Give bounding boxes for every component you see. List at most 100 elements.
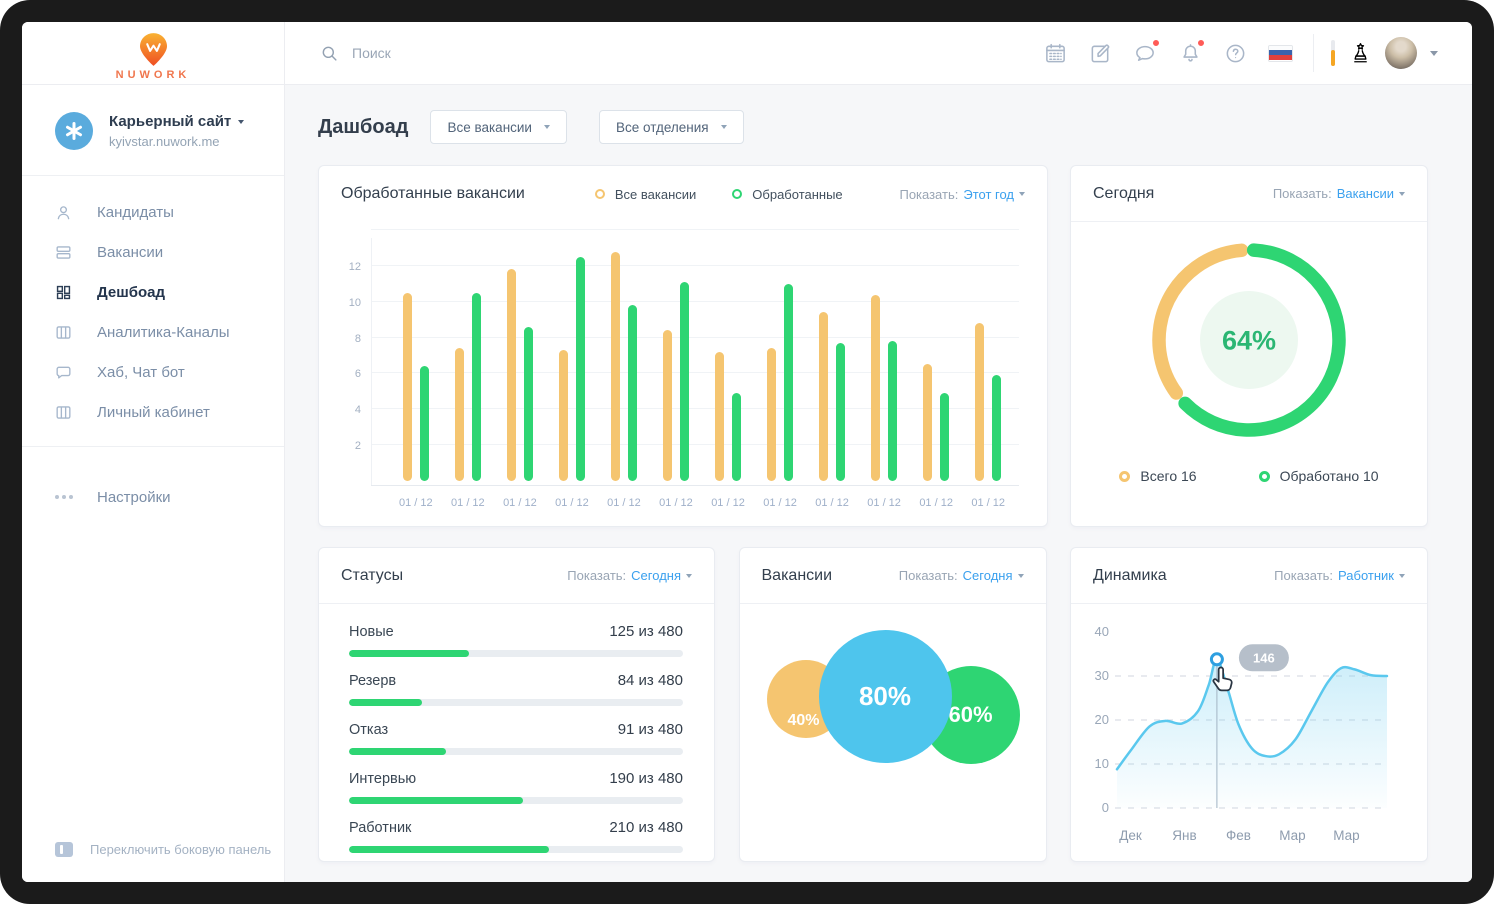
sidebar-item-personal-cabinet[interactable]: Личный кабинет [22,392,284,432]
tooltip-value: 146 [1253,650,1275,665]
card-title: Обработанные вакансии [341,185,525,202]
user-avatar[interactable] [1385,37,1417,69]
donut-legend: Всего 16 Обработано 10 [1119,468,1379,484]
show-label: Показать: [567,568,627,583]
legend-ring-icon [1119,470,1131,482]
bar-pair [871,230,898,486]
show-label: Показать: [899,186,959,202]
bar-processed [679,281,689,481]
bubble-80: 80% [818,630,952,763]
today-card: Сегодня Показать: Вакансии 64% [1070,165,1428,527]
bar-processed [419,366,429,481]
progress-fill [349,797,523,804]
progress-track [349,846,683,853]
status-row-header: Интервью 190 из 480 [349,770,683,787]
compose-icon[interactable] [1088,41,1112,65]
progress-track [349,748,683,755]
show-period-dropdown[interactable]: Показать: Сегодня [899,568,1024,583]
y-axis-tick: 8 [354,332,361,345]
status-label: Отказ [349,722,389,738]
account-info: Карьерный сайт kyivstar.nuwork.me [109,113,245,149]
x-axis-label: 01 / 12 [503,497,537,509]
bar-pair [662,230,689,486]
chevron-down-icon [720,125,727,129]
bar-all [819,312,829,481]
nuwork-pin-icon [139,33,167,66]
y-axis-tick: 10 [348,296,361,309]
x-axis-label: 01 / 12 [867,497,901,509]
show-label: Показать: [1274,568,1334,583]
chevron-down-icon [238,119,245,124]
sidebar-item-label: Хаб, Чат бот [97,363,185,381]
show-entity-dropdown[interactable]: Показать: Вакансии [1273,186,1405,201]
topbar [285,22,1472,85]
bar-group: 01 / 12 [815,230,849,520]
bar-pair [975,230,1002,486]
y-axis-tick: 30 [1095,668,1109,683]
x-axis-label: Мар [1333,828,1359,843]
sidebar-item-vacancies[interactable]: Вакансии [22,232,284,272]
card-header: Обработанные вакансии Все вакансии Обраб… [319,166,1047,222]
columns-icon [54,323,73,342]
sidebar-item-analytics-channels[interactable]: Аналитика-Каналы [22,312,284,352]
sidebar-item-candidates[interactable]: Кандидаты [22,192,284,232]
help-icon[interactable] [1223,41,1247,65]
legend-label: Всего 16 [1140,468,1197,484]
show-period-dropdown[interactable]: Показать: Сегодня [567,568,692,583]
card-header: Сегодня Показать: Вакансии [1071,166,1427,222]
calendar-icon[interactable] [1043,41,1067,65]
status-label: Работник [349,820,412,836]
messages-icon[interactable] [1133,38,1161,65]
bell-icon[interactable] [1178,38,1206,65]
bar-group: 01 / 12 [451,230,485,520]
main-area: Дашбоад Все вакансии Все отделения Обраб… [285,22,1472,882]
columns-icon [54,403,73,422]
legend-total: Всего 16 [1119,468,1197,484]
donut-segment-processed [1152,243,1346,437]
sidebar-item-hub-chatbot[interactable]: Хаб, Чат бот [22,352,284,392]
bubble-value: 40% [787,712,820,729]
card-title: Сегодня [1093,184,1155,202]
bar-processed [888,341,898,481]
status-row: Интервью 190 из 480 [349,770,683,804]
search-input[interactable] [352,45,672,61]
chess-piece-icon[interactable] [1348,41,1372,65]
sidebar-collapse-toggle[interactable]: Переключить боковую панель [22,842,284,882]
filter-all-departments[interactable]: Все отделения [598,110,744,144]
progress-fill [349,650,470,657]
show-entity-dropdown[interactable]: Показать: Работник [1274,568,1405,583]
bar-all [402,292,412,481]
show-value: Сегодня [631,568,681,583]
sidebar-menu: Кандидаты Вакансии Дешбоад [22,176,284,447]
filter-label: Все отделения [615,119,709,135]
y-axis-tick: 10 [1095,756,1109,771]
legend-ring-icon [1258,470,1270,482]
x-axis-label: 01 / 12 [399,497,433,509]
topbar-divider [1313,34,1314,72]
vacancies-card: Вакансии Показать: Сегодня 40% 60% 80% [738,547,1047,862]
account-switcher[interactable]: Карьерный сайт kyivstar.nuwork.me [22,85,284,176]
bar-all [923,364,933,481]
area-chart-svg: 0 10 20 30 40 Дек Янв Фев Мар Мар 146 [1095,624,1389,843]
sidebar-item-settings[interactable]: Настройки [22,477,284,517]
sidebar-item-dashboard[interactable]: Дешбоад [22,272,284,312]
sidebar-item-label: Вакансии [97,243,164,261]
gridline [371,229,1019,230]
show-period-dropdown[interactable]: Показать: Этот год [899,187,1025,202]
legend-label: Обработанные [752,186,843,202]
sidebar-item-label: Аналитика-Каналы [97,323,230,341]
filter-all-vacancies[interactable]: Все вакансии [430,110,567,144]
x-axis-label: 01 / 12 [971,497,1005,509]
chevron-down-icon[interactable] [1430,50,1438,56]
bar-groups: 01 / 12 01 / 12 01 / 12 01 / 12 01 / 12 01 / … [371,230,1019,520]
gridline [371,444,1019,446]
bar-pair [819,230,846,486]
bar-all [454,348,464,481]
card-header: Вакансии Показать: Сегодня [739,548,1046,604]
chevron-down-icon [1017,573,1024,578]
bar-pair [715,230,741,486]
sidebar-item-label: Личный кабинет [97,403,210,421]
progress-track [349,650,683,657]
marker-point [1209,652,1224,667]
language-flag-russia[interactable] [1268,44,1293,62]
